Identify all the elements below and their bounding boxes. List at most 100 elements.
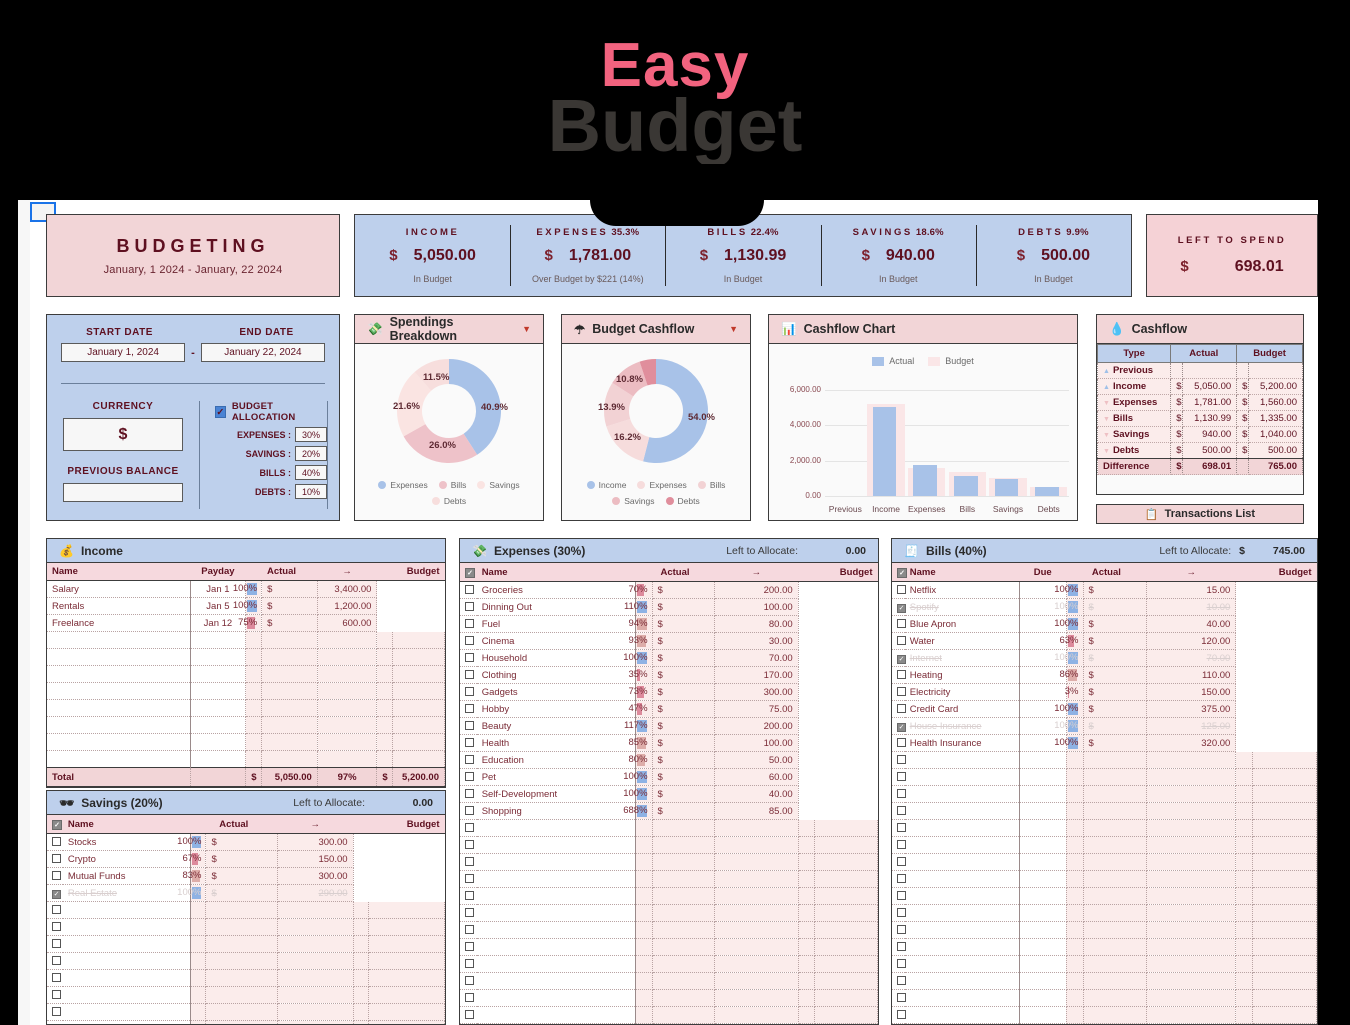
row-checkbox-cell[interactable] [892,972,906,990]
table-row[interactable]: Pet 100% $60.00 [460,768,878,786]
row-checkbox[interactable] [465,924,474,934]
table-row[interactable]: Mutual Funds 83% $300.00 [47,867,445,885]
row-checkbox-cell[interactable] [460,989,477,1007]
row-checkbox[interactable] [465,907,474,917]
row-checkbox[interactable] [897,805,906,815]
row-checkbox-cell[interactable] [892,683,906,701]
table-row[interactable]: ✓ Spotify 100% $10.00 [892,598,1317,616]
row-checkbox-cell[interactable] [460,734,477,752]
table-row-empty[interactable] [47,750,445,768]
row-checkbox[interactable] [52,1023,61,1024]
row-checkbox-cell[interactable] [892,921,906,939]
row-checkbox[interactable] [897,771,906,781]
table-row-empty[interactable] [460,955,878,973]
table-row-empty[interactable] [47,1020,445,1024]
row-checkbox[interactable]: ✓ [52,890,61,899]
row-checkbox-cell[interactable] [47,867,63,885]
chevron-down-icon[interactable]: ▼ [522,324,531,334]
table-row[interactable]: Clothing 35% $170.00 [460,666,878,684]
row-checkbox-cell[interactable] [460,955,477,973]
row-checkbox-cell[interactable] [892,581,906,599]
row-checkbox[interactable] [897,686,906,696]
row-checkbox[interactable] [897,839,906,849]
row-checkbox[interactable] [52,853,61,863]
table-row-empty[interactable] [892,751,1317,769]
row-checkbox[interactable] [465,975,474,985]
table-row[interactable]: Heating 86% $110.00 [892,666,1317,684]
row-checkbox-cell[interactable] [47,935,63,953]
table-row[interactable]: Freelance Jan 12 75% $600.00 [47,614,445,632]
row-checkbox-cell[interactable] [460,887,477,905]
table-row-empty[interactable] [892,836,1317,854]
table-row[interactable]: Rentals Jan 5 100% $1,200.00 [47,597,445,615]
previous-balance-input[interactable] [63,483,183,502]
table-row[interactable]: Fuel 94% $80.00 [460,615,878,633]
table-row-empty[interactable] [47,969,445,987]
row-checkbox-cell[interactable] [460,785,477,803]
table-row-empty[interactable] [47,699,445,717]
table-row[interactable]: Shopping 688% $85.00 [460,802,878,820]
table-row-empty[interactable] [460,989,878,1007]
row-checkbox[interactable] [897,890,906,900]
row-checkbox[interactable] [52,836,61,846]
row-checkbox[interactable] [465,788,474,798]
row-checkbox[interactable] [465,958,474,968]
row-checkbox[interactable] [897,754,906,764]
row-checkbox[interactable] [897,669,906,679]
row-checkbox-cell[interactable] [460,819,477,837]
table-row-empty[interactable] [460,870,878,888]
table-row-empty[interactable] [892,955,1317,973]
row-checkbox[interactable] [52,938,61,948]
row-checkbox-cell[interactable] [892,666,906,684]
table-row-empty[interactable] [892,785,1317,803]
row-checkbox-cell[interactable]: ✓ [892,649,906,667]
row-checkbox-cell[interactable] [460,938,477,956]
row-checkbox-cell[interactable] [460,904,477,922]
row-checkbox-cell[interactable] [460,683,477,701]
table-row[interactable]: Blue Apron 100% $40.00 [892,615,1317,633]
row-checkbox[interactable] [897,635,906,645]
select-all-header[interactable]: ✓ [892,563,907,582]
row-checkbox-cell[interactable] [460,802,477,820]
table-row-empty[interactable] [892,887,1317,905]
row-checkbox-cell[interactable] [892,751,906,769]
row-checkbox-cell[interactable] [892,870,906,888]
row-checkbox[interactable] [465,686,474,696]
table-row-empty[interactable] [892,819,1317,837]
row-checkbox-cell[interactable] [892,989,906,1007]
select-all-checkbox[interactable]: ✓ [897,568,907,578]
table-row-empty[interactable] [47,1003,445,1021]
table-row[interactable]: Cinema 93% $30.00 [460,632,878,650]
row-checkbox[interactable] [465,737,474,747]
table-row[interactable]: Credit Card 100% $375.00 [892,700,1317,718]
table-row[interactable]: Groceries 70% $200.00 [460,581,878,599]
row-checkbox-cell[interactable] [460,836,477,854]
row-checkbox-cell[interactable] [892,632,906,650]
row-checkbox-cell[interactable]: ✓ [892,598,906,616]
table-row-empty[interactable] [47,648,445,666]
table-row-empty[interactable] [460,887,878,905]
chevron-down-icon[interactable]: ▼ [729,324,738,334]
row-checkbox-cell[interactable] [892,836,906,854]
row-checkbox-cell[interactable] [47,952,63,970]
table-row[interactable]: Household 100% $70.00 [460,649,878,667]
row-checkbox-cell[interactable] [892,819,906,837]
start-date-input[interactable]: January 1, 2024 [61,343,186,362]
table-row-empty[interactable] [892,904,1317,922]
row-checkbox[interactable]: ✓ [897,655,906,664]
row-checkbox-cell[interactable] [47,969,63,987]
table-row-empty[interactable] [892,972,1317,990]
row-checkbox[interactable] [897,975,906,985]
row-checkbox[interactable] [465,1009,474,1019]
row-checkbox-cell[interactable] [460,632,477,650]
table-row-empty[interactable] [892,989,1317,1007]
table-row[interactable]: Health Insurance 100% $320.00 [892,734,1317,752]
row-checkbox[interactable] [897,873,906,883]
row-checkbox-cell[interactable] [47,850,63,868]
allocation-value[interactable]: 10% [295,484,327,499]
row-checkbox[interactable] [897,856,906,866]
row-checkbox-cell[interactable] [892,1006,906,1024]
table-row-empty[interactable] [47,901,445,919]
row-checkbox-cell[interactable] [892,615,906,633]
row-checkbox[interactable] [465,839,474,849]
